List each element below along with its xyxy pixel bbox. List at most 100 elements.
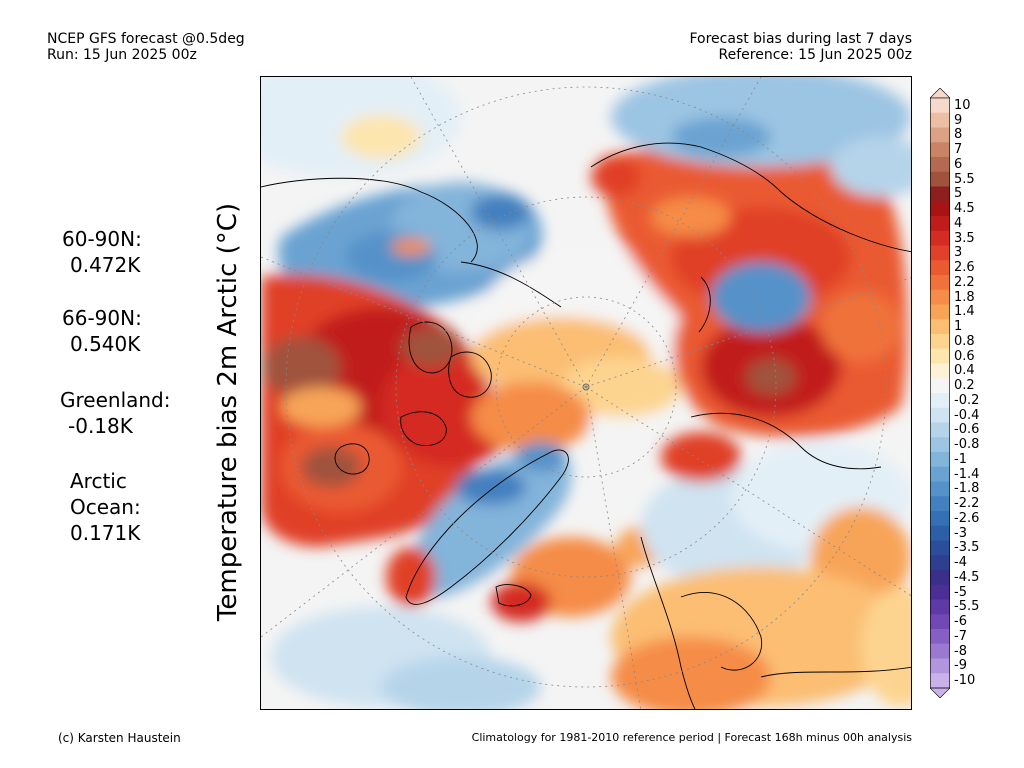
- colorbar-swatch: [930, 378, 950, 394]
- colorbar-tick-label: -9: [954, 658, 967, 674]
- stat-label: 66-90N:: [62, 306, 142, 330]
- colorbar-swatch: [930, 422, 950, 438]
- stat-greenland: Greenland: -0.18K: [60, 387, 171, 439]
- colorbar-tick-label: 0.2: [954, 378, 975, 394]
- colorbar-swatch: [930, 348, 950, 364]
- colorbar-tick-label: 8: [954, 127, 963, 143]
- stat-label: Greenland:: [60, 388, 171, 412]
- colorbar-tick-label: -4.5: [954, 569, 980, 585]
- colorbar-tick-label: 1: [954, 319, 963, 335]
- colorbar-swatch: [930, 437, 950, 453]
- colorbar-tick-label: -3.5: [954, 540, 980, 556]
- colorbar-tick-label: 3.5: [954, 230, 975, 246]
- colorbar-swatch: [930, 127, 950, 143]
- stat-value: -0.18K: [68, 414, 133, 438]
- colorbar-swatch: [930, 570, 950, 586]
- colorbar-swatch: [930, 289, 950, 305]
- colorbar-swatch: [930, 496, 950, 512]
- colorbar-tick-label: 6: [954, 156, 963, 172]
- colorbar-swatch: [930, 584, 950, 600]
- colorbar-swatch: [930, 363, 950, 379]
- colorbar-tick-label: 9: [954, 112, 963, 128]
- map-canvas: [261, 77, 911, 709]
- colorbar-tick-label: -0.2: [954, 392, 980, 408]
- colorbar-tick-label: -3: [954, 525, 967, 541]
- colorbar-tick-label: -0.8: [954, 437, 980, 453]
- colorbar-swatch: [930, 245, 950, 261]
- colorbar-swatch: [930, 230, 950, 246]
- colorbar-swatch: [930, 643, 950, 659]
- colorbar-tick-label: 1.4: [954, 304, 975, 320]
- colorbar-swatch: [930, 466, 950, 482]
- stat-label-2: Ocean:: [70, 495, 141, 519]
- colorbar-swatch: [930, 319, 950, 335]
- colorbar-swatch: [930, 98, 950, 114]
- colorbar-swatch: [930, 157, 950, 173]
- run-time: Run: 15 Jun 2025 00z: [47, 47, 197, 63]
- colorbar-tick-label: 5: [954, 186, 963, 202]
- colorbar-tick-label: 0.4: [954, 363, 975, 379]
- header-right: Forecast bias during last 7 days Referen…: [689, 31, 912, 63]
- reference-time: Reference: 15 Jun 2025 00z: [718, 47, 913, 63]
- colorbar-min-arrow: [930, 687, 950, 698]
- colorbar-swatch: [930, 673, 950, 689]
- stat-value: 0.540K: [70, 332, 141, 356]
- colorbar-swatch: [930, 599, 950, 615]
- colorbar-tick-label: -6: [954, 614, 967, 630]
- colorbar-tick-label: -1.8: [954, 481, 980, 497]
- colorbar-tick-label: -4: [954, 555, 967, 571]
- colorbar-swatch: [930, 304, 950, 320]
- colorbar-tick-label: 2.6: [954, 260, 975, 276]
- north-pole-marker: [582, 383, 590, 391]
- colorbar-tick-label: 1.8: [954, 289, 975, 305]
- colorbar-swatch: [930, 481, 950, 497]
- y-axis-label: Temperature bias 2m Arctic (°C): [213, 202, 243, 622]
- colorbar-tick-label: -0.6: [954, 422, 980, 438]
- product-title: Forecast bias during last 7 days: [689, 31, 912, 47]
- colorbar-swatch: [930, 614, 950, 630]
- model-title: NCEP GFS forecast @0.5deg: [47, 31, 245, 47]
- colorbar-tick-label: 5.5: [954, 171, 975, 187]
- coastlines: [261, 142, 911, 709]
- colorbar-swatch: [930, 142, 950, 158]
- colorbar-swatch: [930, 393, 950, 409]
- colorbar-tick-label: -0.4: [954, 407, 980, 423]
- colorbar-swatch: [930, 275, 950, 291]
- colorbar-swatch: [930, 511, 950, 527]
- stat-arctic-ocean: Arctic Ocean: 0.171K: [70, 468, 141, 546]
- colorbar: [930, 88, 950, 698]
- colorbar-tick-label: 0.6: [954, 348, 975, 364]
- colorbar-swatch: [930, 407, 950, 423]
- header-left: NCEP GFS forecast @0.5deg Run: 15 Jun 20…: [47, 31, 245, 63]
- colorbar-tick-label: -5.5: [954, 599, 980, 615]
- colorbar-swatch: [930, 629, 950, 645]
- colorbar-swatch: [930, 334, 950, 350]
- colorbar-tick-label: 4.5: [954, 201, 975, 217]
- colorbar-swatch: [930, 201, 950, 217]
- colorbar-tick-label: -7: [954, 628, 967, 644]
- colorbar-tick-label: -5: [954, 584, 967, 600]
- colorbar-swatch: [930, 555, 950, 571]
- colorbar-tick-label: -8: [954, 643, 967, 659]
- colorbar-tick-label: -1: [954, 451, 967, 467]
- colorbar-max-arrow: [930, 88, 950, 99]
- colorbar-tick-label: 3: [954, 245, 963, 261]
- colorbar-swatch: [930, 540, 950, 556]
- colorbar-swatch: [930, 658, 950, 674]
- colorbar-tick-label: 2.2: [954, 274, 975, 290]
- bias-map: [260, 76, 912, 710]
- colorbar-swatch: [930, 525, 950, 541]
- footnote: Climatology for 1981-2010 reference peri…: [471, 731, 912, 744]
- colorbar-swatch: [930, 260, 950, 276]
- stat-value: 0.472K: [70, 253, 141, 277]
- colorbar-swatch: [930, 171, 950, 187]
- colorbar-tick-label: -2.6: [954, 510, 980, 526]
- stat-60-90n: 60-90N: 0.472K: [62, 226, 142, 278]
- colorbar-tick-label: 10: [954, 97, 971, 113]
- colorbar-tick-label: 0.8: [954, 333, 975, 349]
- credit: (c) Karsten Haustein: [58, 731, 181, 745]
- graticule: [261, 77, 911, 709]
- colorbar-tick-label: 4: [954, 215, 963, 231]
- colorbar-swatch: [930, 112, 950, 128]
- colorbar-swatch: [930, 186, 950, 202]
